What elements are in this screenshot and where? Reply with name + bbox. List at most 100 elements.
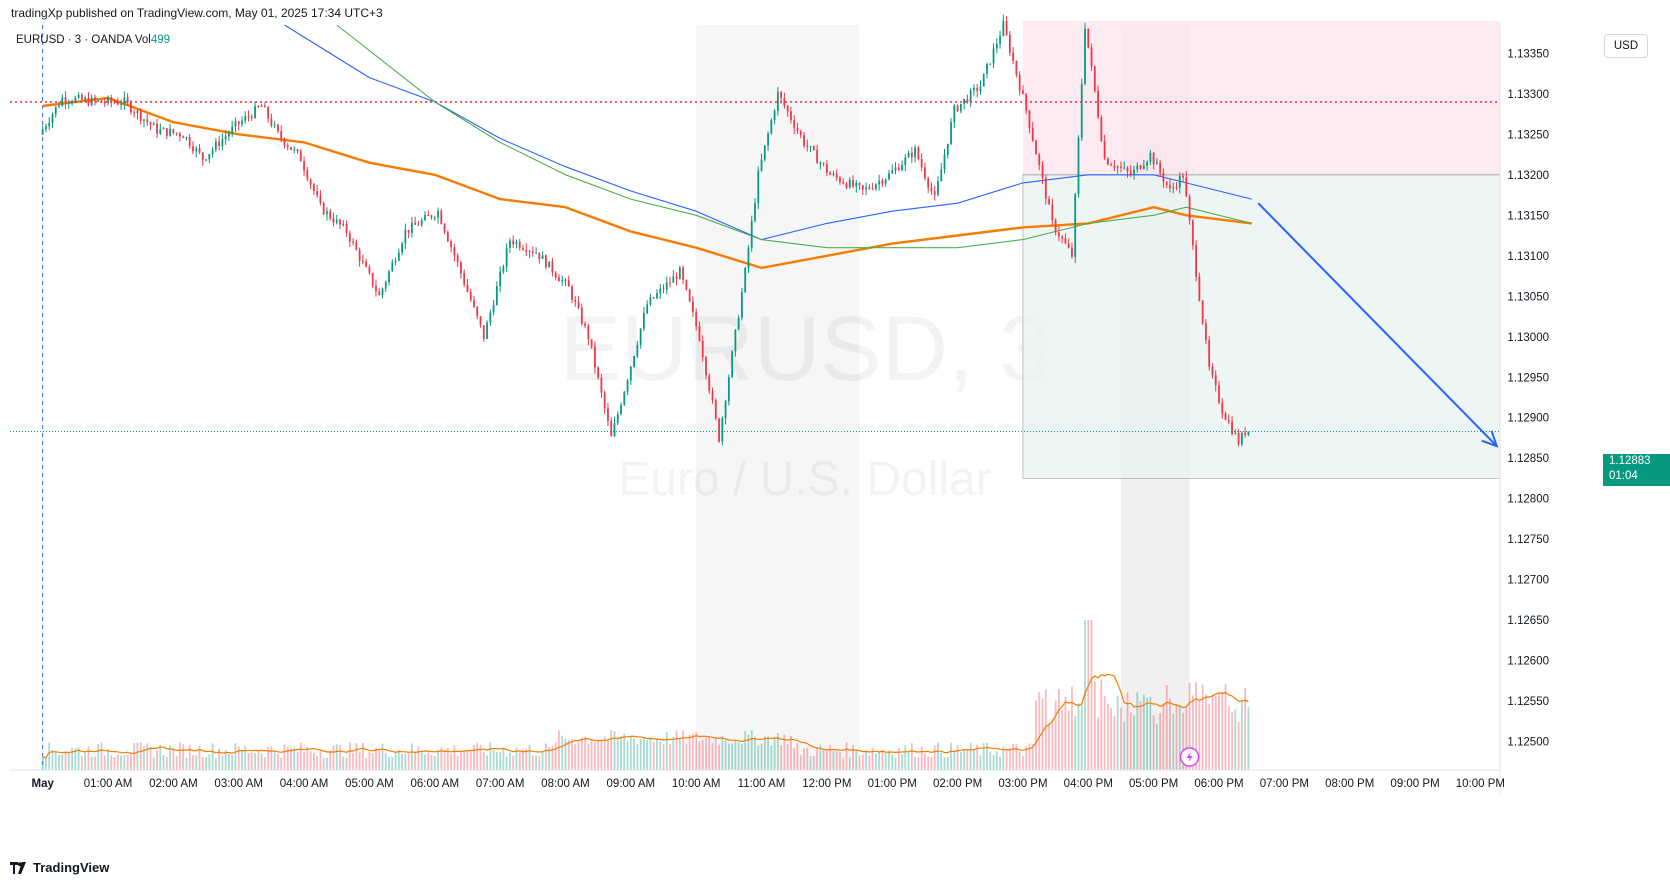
legend-symbol: EURUSD · 3 · OANDA <box>16 34 132 46</box>
volume-bar <box>525 749 528 770</box>
horizontal-lines[interactable] <box>10 101 1500 433</box>
volume-bar <box>626 741 629 770</box>
volume-bar <box>482 752 485 770</box>
candle-body <box>1038 154 1041 165</box>
candle-body <box>894 167 897 171</box>
volume-bar <box>391 757 394 770</box>
candle-body <box>633 356 635 367</box>
volume-bar <box>1191 695 1194 770</box>
candle-body <box>146 119 149 123</box>
candle-body <box>348 233 351 242</box>
candle-body <box>950 122 952 144</box>
candle-body <box>858 183 861 186</box>
candle-body <box>584 323 586 326</box>
candle-body <box>966 99 969 103</box>
volume-bar <box>185 757 188 770</box>
candle-body <box>741 291 743 318</box>
volume-bar <box>966 748 969 770</box>
candle-body <box>1005 20 1008 35</box>
candle-body <box>250 116 253 118</box>
volume-bar <box>1185 707 1188 770</box>
volume-bar <box>273 751 276 770</box>
volume-bar <box>577 741 580 770</box>
volume-bar <box>424 754 426 770</box>
tradingview-logo[interactable]: TradingView <box>10 860 109 875</box>
candle-body <box>1208 340 1211 367</box>
candle-body <box>1061 236 1064 239</box>
volume-bar <box>1031 744 1034 770</box>
candle-body <box>361 260 364 262</box>
candle-body <box>188 137 191 147</box>
candle-body <box>371 273 374 286</box>
volume-bar <box>401 753 404 770</box>
volume-bar <box>793 748 796 770</box>
volume-bar <box>296 752 299 770</box>
volume-bar <box>1142 694 1145 770</box>
candle-body <box>1129 171 1132 176</box>
volume-bar <box>714 737 717 770</box>
symbol-legend[interactable]: EURUSD · 3 · OANDA Vol499 <box>16 34 170 46</box>
volume-bar <box>417 746 420 770</box>
candle-body <box>1221 402 1224 414</box>
candle-body <box>1198 276 1201 301</box>
volume-bar <box>120 755 122 770</box>
candle-body <box>211 149 214 155</box>
price-tick-label: 1.13000 <box>1507 332 1549 344</box>
volume-bar <box>495 751 498 770</box>
candle-body <box>110 97 113 102</box>
position-tool[interactable] <box>1022 20 1501 479</box>
time-tick-label: 03:00 AM <box>214 778 263 790</box>
candle-body <box>427 214 430 216</box>
volume-bar <box>1198 700 1201 770</box>
time-tick-label: 09:00 PM <box>1390 778 1439 790</box>
projection-arrow[interactable] <box>1257 202 1499 448</box>
volume-bar <box>198 745 201 770</box>
candle-body <box>564 280 567 282</box>
candle-body <box>786 105 789 112</box>
volume-bar <box>737 742 740 770</box>
candle-body <box>64 97 67 103</box>
candle-body <box>388 271 390 282</box>
price-tick-label: 1.13250 <box>1507 129 1549 141</box>
price-tick-label: 1.12650 <box>1507 615 1549 627</box>
volume-bar <box>845 742 848 770</box>
candle-body <box>809 146 812 148</box>
candle-body <box>1044 177 1047 199</box>
time-tick-label: 07:00 PM <box>1260 778 1309 790</box>
candle-body <box>309 179 312 185</box>
volume-bar <box>620 736 622 770</box>
volume-bar <box>806 747 809 770</box>
candle-body <box>257 106 260 108</box>
watermark-name: Euro / U.S. Dollar <box>618 453 991 506</box>
candle-body <box>270 118 273 126</box>
volume-bar <box>404 753 407 770</box>
candle-body <box>509 240 511 248</box>
candle-body <box>848 180 851 188</box>
axes: 1.13350 1.13300 1.13250 1.13200 1.13150 1.131… <box>10 25 1549 795</box>
time-tick-label: 02:00 PM <box>933 778 982 790</box>
volume-bar <box>959 752 962 770</box>
candle-body <box>417 224 420 226</box>
currency-badge[interactable]: USD <box>1604 34 1648 58</box>
volume-bar <box>799 755 802 770</box>
candle-body <box>1146 161 1149 166</box>
volume-bar <box>241 750 243 770</box>
volume-bar <box>420 751 423 770</box>
candle-body <box>724 401 727 419</box>
volume-bar <box>528 745 531 770</box>
volume-bar <box>1087 620 1090 770</box>
candle-body <box>103 102 106 104</box>
candle-body <box>120 104 122 106</box>
candle-body <box>460 262 462 274</box>
candle-body <box>721 418 724 442</box>
candle-body <box>162 128 165 130</box>
volume-bar <box>41 757 44 770</box>
time-tick-label: 10:00 PM <box>1456 778 1505 790</box>
candle-body <box>1084 28 1086 84</box>
candle-body <box>384 281 387 289</box>
candle-body <box>1214 375 1217 386</box>
volume-bar <box>946 756 949 770</box>
volume-bar <box>924 753 926 770</box>
candle-body <box>888 173 890 180</box>
